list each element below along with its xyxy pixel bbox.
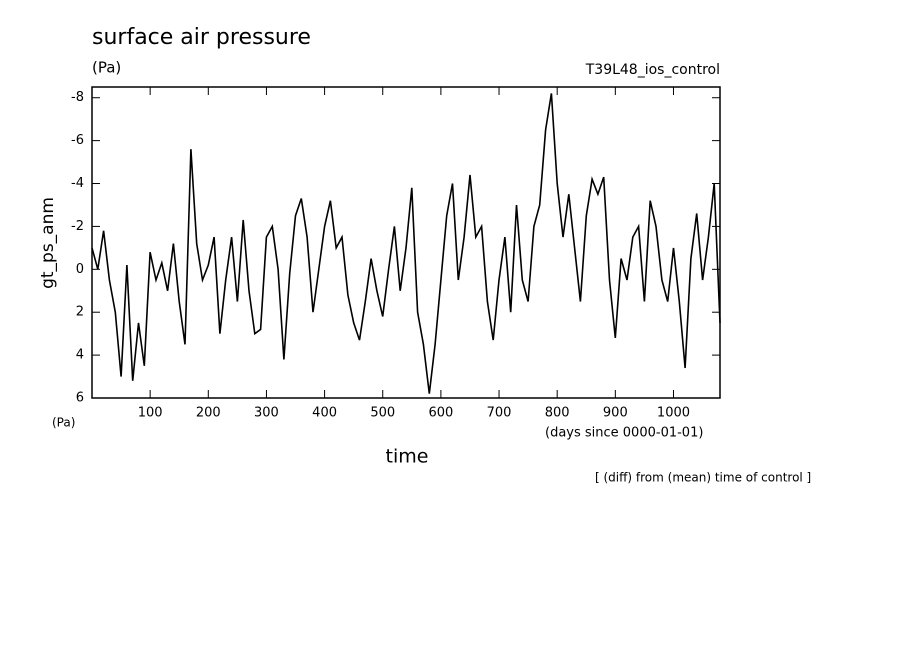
x-tick-label: 200 (196, 406, 221, 421)
units-label: (Pa) (92, 59, 121, 77)
x-units: (days since 0000-01-01) (545, 426, 703, 441)
y-axis-title: gt_ps_anm (38, 197, 58, 289)
x-tick-label: 900 (603, 406, 628, 421)
note: [ (diff) from (mean) time of control ] (595, 471, 811, 485)
plot-frame (91, 86, 721, 399)
data-line (91, 93, 721, 394)
x-tick-label: 1000 (657, 406, 690, 421)
x-axis-title: time (386, 446, 429, 468)
y-tick-label: 0 (76, 262, 84, 277)
y-tick-label: 2 (76, 305, 84, 320)
x-tick-label: 400 (312, 406, 337, 421)
y-tick-label: 4 (76, 348, 84, 363)
y-tick-label: -2 (71, 219, 84, 234)
y-tick-label: -4 (71, 176, 84, 191)
x-tick-label: 600 (428, 406, 453, 421)
y-tick-label: -8 (71, 90, 84, 105)
x-tick-label: 100 (138, 406, 163, 421)
axis-units: (Pa) (52, 416, 75, 430)
x-tick-label: 700 (487, 406, 512, 421)
y-tick-label: 6 (76, 391, 84, 406)
x-tick-label: 500 (370, 406, 395, 421)
x-tick-label: 800 (545, 406, 570, 421)
experiment-label: T39L48_ios_control (585, 62, 720, 78)
chart-title: surface air pressure (92, 25, 311, 50)
x-tick-label: 300 (254, 406, 279, 421)
y-tick-label: -6 (71, 133, 84, 148)
